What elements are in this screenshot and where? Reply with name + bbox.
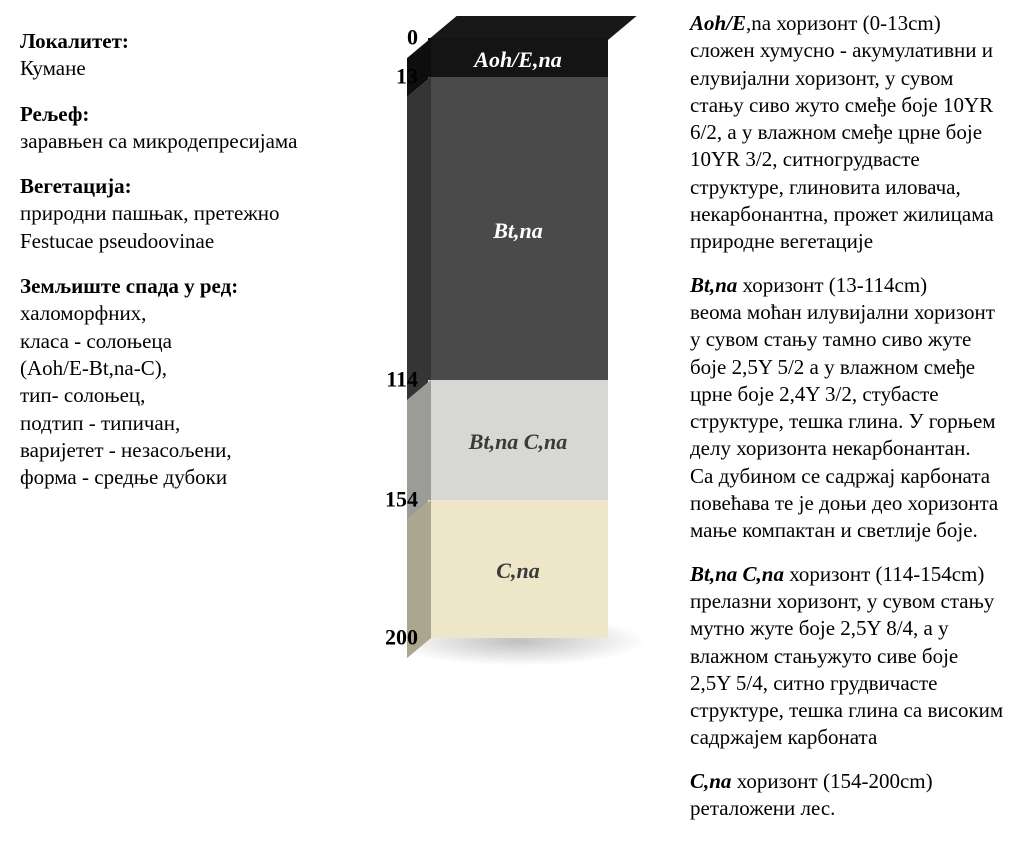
depth-label-154: 154 [358, 486, 418, 515]
profile-column: Aoh/E,naBt,naBt,na C,naC,na 0 13 114 154 200 [310, 10, 680, 838]
relief-block: Рељеф: заравњен са микродепресијама [20, 101, 302, 156]
depth-label-13: 13 [358, 63, 418, 92]
classification-value: халоморфних, класа - солоњеца (Aoh/E-Bt,… [20, 300, 302, 491]
left-column: Локалитет: Кумане Рељеф: заравњен са мик… [20, 10, 310, 838]
layer-front-1 [428, 77, 608, 380]
horizon-title-3: C,na хоризонт (154-200cm) [690, 768, 1004, 795]
vegetation-heading: Вегетација: [20, 173, 302, 200]
horizon-title-rest-3: хоризонт (154-200cm) [731, 769, 932, 793]
horizon-title-2: Bt,na C,na хоризонт (114-154cm) [690, 561, 1004, 588]
soil-profile-diagram: Aoh/E,naBt,naBt,na C,naC,na 0 13 114 154 200 [340, 20, 650, 660]
horizon-title-rest-2: хоризонт (114-154cm) [784, 562, 984, 586]
classification-block: Земљиште спада у ред: халоморфних, класа… [20, 273, 302, 491]
horizon-title-strong-2: Bt,na C,na [690, 562, 784, 586]
horizon-title-1: Bt,na хоризонт (13-114cm) [690, 272, 1004, 299]
layer-front-2 [428, 380, 608, 500]
depth-label-0: 0 [358, 24, 418, 53]
horizon-body-2: прелазни хоризонт, у сувом стању мутно ж… [690, 588, 1004, 752]
horizon-body-3: реталожени лес. [690, 795, 1004, 822]
classification-heading: Земљиште спада у ред: [20, 273, 302, 300]
layer-side-1 [407, 77, 431, 400]
horizon-title-rest-1: хоризонт (13-114cm) [737, 273, 927, 297]
horizon-block-3: C,na хоризонт (154-200cm)реталожени лес. [690, 768, 1004, 823]
layer-front-3 [428, 500, 608, 638]
vegetation-block: Вегетација: природни пашњак, претежно Fe… [20, 173, 302, 255]
vegetation-value: природни пашњак, претежно Festucae pseud… [20, 200, 302, 255]
locality-value: Кумане [20, 55, 302, 82]
horizon-title-0: Aoh/E,na хоризонт (0-13cm) [690, 10, 1004, 37]
horizon-block-2: Bt,na C,na хоризонт (114-154cm)прелазни … [690, 561, 1004, 752]
soil-column-3d: Aoh/E,naBt,naBt,na C,naC,na [428, 38, 608, 638]
page: Локалитет: Кумане Рељеф: заравњен са мик… [20, 10, 1004, 838]
horizon-body-1: веома моћан илувијални хоризонт у сувом … [690, 299, 1004, 545]
horizon-title-strong-0: Aoh/E [690, 11, 746, 35]
column-top-face [428, 16, 637, 40]
layer-front-0 [428, 38, 608, 77]
horizon-body-0: сложен хумусно - акумулативни и елувијал… [690, 37, 1004, 255]
horizon-block-0: Aoh/E,na хоризонт (0-13cm)сложен хумусно… [690, 10, 1004, 256]
locality-heading: Локалитет: [20, 28, 302, 55]
depth-label-200: 200 [358, 624, 418, 653]
relief-heading: Рељеф: [20, 101, 302, 128]
depth-label-114: 114 [358, 366, 418, 395]
horizon-title-strong-1: Bt,na [690, 273, 737, 297]
horizon-descriptions: Aoh/E,na хоризонт (0-13cm)сложен хумусно… [680, 10, 1004, 838]
horizon-title-strong-3: C,na [690, 769, 731, 793]
locality-block: Локалитет: Кумане [20, 28, 302, 83]
horizon-block-1: Bt,na хоризонт (13-114cm)веома моћан илу… [690, 272, 1004, 545]
relief-value: заравњен са микродепресијама [20, 128, 302, 155]
horizon-title-rest-0: ,na хоризонт (0-13cm) [746, 11, 941, 35]
